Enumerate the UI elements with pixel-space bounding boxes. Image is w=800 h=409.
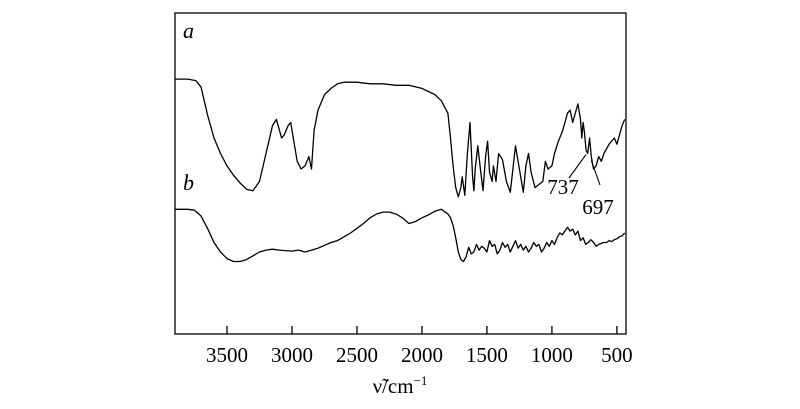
x-tick-label: 2000 [401,343,443,367]
annotation-leader-737 [568,154,587,179]
series-labels: ab [183,18,194,195]
annotation-leader-697 [590,160,601,186]
spectrum-line-b [175,208,626,263]
x-axis-title: ν̃/cm−1 [373,373,428,398]
x-tick-label: 3500 [206,343,248,367]
x-axis-title-superscript: −1 [414,373,428,388]
series-label-a: a [183,18,194,43]
plot-frame [174,12,627,335]
x-tick-label: 3000 [271,343,313,367]
spectra [175,78,626,263]
spectrum-line-a [175,78,626,198]
x-tick-label: 1000 [531,343,573,367]
annotation-label-697: 697 [582,195,614,219]
x-axis-title-text: ν̃/cm [373,374,414,398]
series-label-b: b [183,170,194,195]
x-tick-label: 2500 [336,343,378,367]
annotation-label-737: 737 [547,175,579,199]
x-axis-ticks [226,326,618,334]
x-axis-tick-labels: 3500 3000 2500 2000 1500 1000 500 [206,343,633,367]
x-tick-label: 1500 [466,343,508,367]
x-tick-label: 500 [601,343,633,367]
